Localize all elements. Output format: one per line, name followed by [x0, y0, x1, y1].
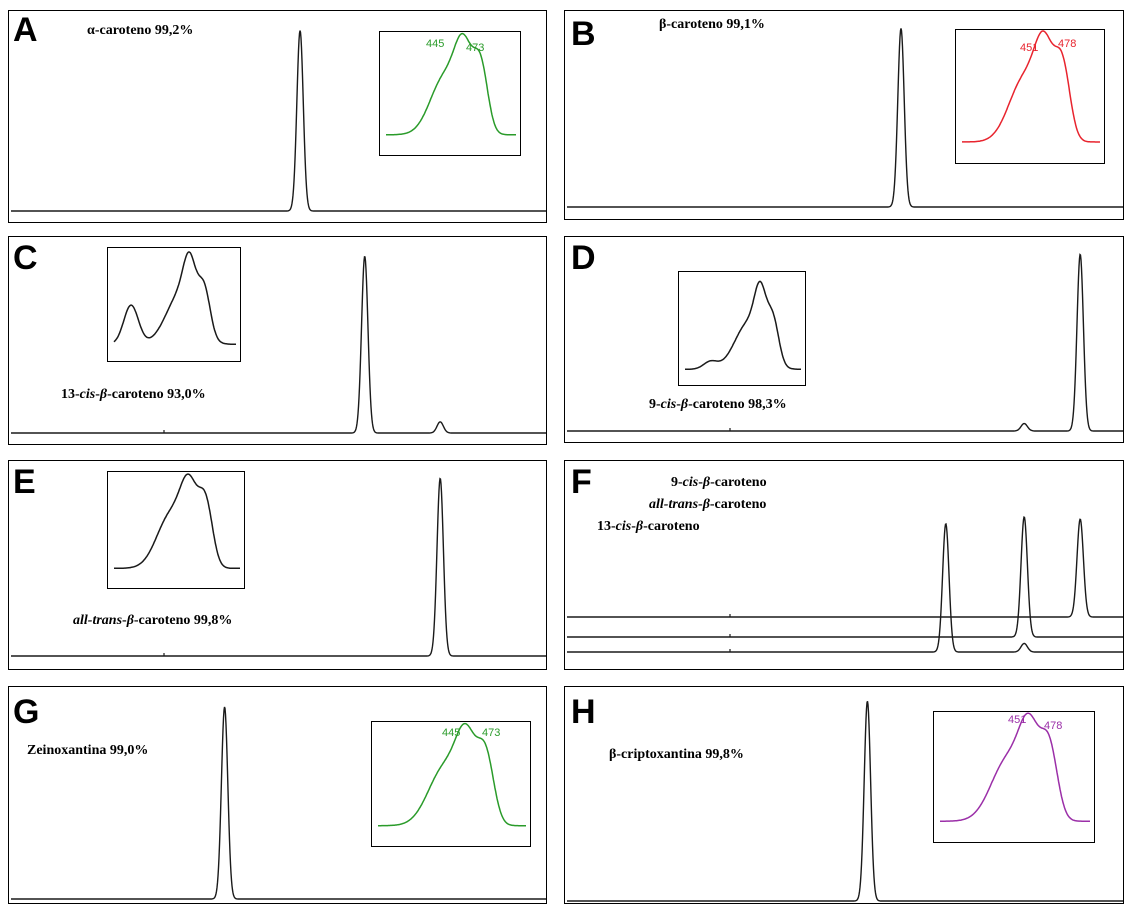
spectrum-h-trace [940, 712, 1090, 822]
panel-g: G Zeinoxantina 99,0% 445 473 [8, 686, 547, 904]
peak-label-a-1: 445 [426, 38, 445, 50]
panel-f: F 9-cis-β-caroteno all-trans-β-caroteno … [564, 460, 1124, 670]
spectrum-a [386, 32, 516, 136]
peak-label-a-2: 473 [466, 42, 485, 54]
series-label-f-1: 9-cis-β-caroteno [671, 475, 767, 490]
series-label-f-3: 13-cis-β-caroteno [597, 519, 700, 534]
peak-label-h-2: 478 [1044, 720, 1063, 732]
compound-label-h: β-criptoxantina 99,8% [609, 747, 744, 762]
spectrum-d [685, 280, 801, 371]
peak-label-g-2: 473 [482, 727, 501, 739]
peak-label-h-1: 451 [1008, 714, 1027, 726]
chromatogram-b [567, 28, 1123, 208]
spectrum-h [940, 712, 1090, 822]
uv-spectrum-inset-e [107, 471, 245, 589]
spectrum-e-trace [114, 473, 240, 570]
compound-label-c: 13-cis-β-caroteno 93,0% [61, 387, 206, 402]
chromatogram-d-trace [567, 253, 1123, 432]
spectrum-g [378, 722, 526, 827]
panel-d: D 9-cis-β-caroteno 98,3% [564, 236, 1124, 443]
compound-label-a: α-caroteno 99,2% [87, 23, 194, 38]
chromatogram-b-trace [567, 28, 1123, 208]
chromatogram-f [567, 515, 1123, 653]
panel-letter-a: A [13, 11, 38, 49]
panel-letter-f: F [571, 463, 592, 501]
chromatogram-c-trace [11, 255, 546, 434]
peak-label-b-1: 451 [1020, 42, 1039, 54]
chromatogram-e-trace [11, 477, 546, 657]
spectrum-e [114, 473, 240, 570]
panel-c: C 13-cis-β-caroteno 93,0% [8, 236, 547, 445]
uv-spectrum-inset-c [107, 247, 241, 362]
panel-b: B β-caroteno 99,1% 451 478 [564, 10, 1124, 220]
chromatogram-h-trace [567, 700, 1123, 902]
chromatogram-d [567, 253, 1123, 432]
chromatogram-f-series-3 [567, 522, 1123, 653]
uv-spectrum-inset-d [678, 271, 806, 386]
chromatogram-e [11, 477, 546, 657]
panel-h: H β-criptoxantina 99,8% 451 478 [564, 686, 1124, 904]
panel-a: A α-caroteno 99,2% 445 473 [8, 10, 547, 223]
peak-label-b-2: 478 [1058, 38, 1077, 50]
chromatogram-h [567, 700, 1123, 902]
panel-letter-e: E [13, 463, 36, 501]
spectrum-d-trace [685, 280, 801, 371]
compound-label-b: β-caroteno 99,1% [659, 17, 765, 32]
panel-letter-h: H [571, 693, 596, 731]
spectrum-c [113, 251, 236, 346]
peak-label-g-1: 445 [442, 727, 461, 739]
chromatogram-a [11, 30, 546, 212]
chromatogram-f-series-2 [567, 515, 1123, 638]
spectrum-b-trace [962, 30, 1100, 143]
panel-letter-d: D [571, 239, 596, 277]
series-label-f-2: all-trans-β-caroteno [649, 497, 767, 512]
spectrum-a-trace [386, 32, 516, 136]
chromatogram-a-trace [11, 30, 546, 212]
chromatogram-g [11, 706, 546, 900]
compound-label-d: 9-cis-β-caroteno 98,3% [649, 397, 787, 412]
panel-letter-c: C [13, 239, 38, 277]
compound-label-g: Zeinoxantina 99,0% [27, 743, 149, 758]
panel-e: E all-trans-β-caroteno 99,8% [8, 460, 547, 670]
panel-letter-g: G [13, 693, 40, 731]
spectrum-c-trace [113, 251, 236, 346]
uv-spectrum-inset-g: 445 473 [371, 721, 531, 847]
uv-spectrum-inset-a: 445 473 [379, 31, 521, 156]
chromatogram-g-trace [11, 706, 546, 900]
spectrum-b [962, 30, 1100, 143]
compound-label-e: all-trans-β-caroteno 99,8% [73, 613, 233, 628]
uv-spectrum-inset-b: 451 478 [955, 29, 1105, 164]
uv-spectrum-inset-h: 451 478 [933, 711, 1095, 843]
chromatogram-c [11, 255, 546, 434]
spectrum-g-trace [378, 722, 526, 827]
panel-letter-b: B [571, 15, 596, 53]
